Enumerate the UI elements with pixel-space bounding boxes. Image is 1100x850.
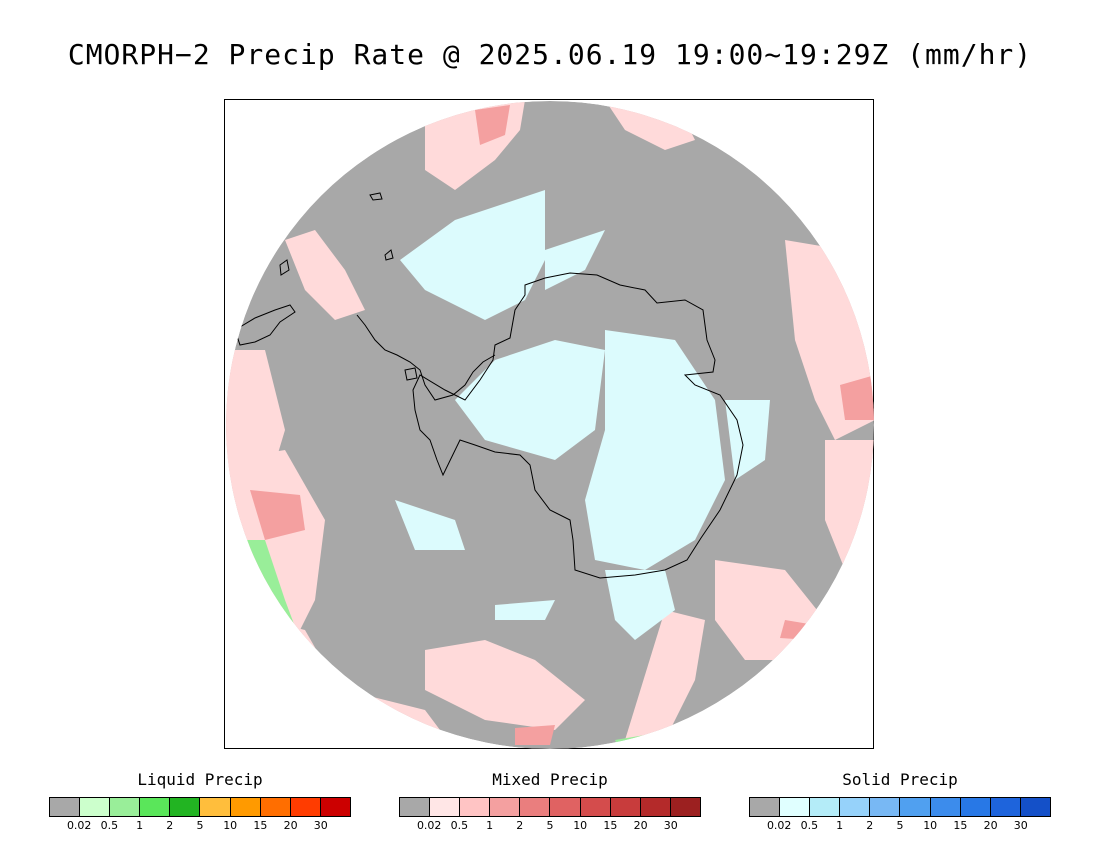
legend-swatch bbox=[520, 798, 551, 816]
legend-tick-label: 0.02 bbox=[416, 819, 442, 832]
legend-swatch bbox=[550, 798, 581, 816]
solid-region-east-coast bbox=[725, 400, 770, 480]
legend-swatch bbox=[780, 798, 811, 816]
legend-swatch bbox=[170, 798, 201, 816]
legend-swatch bbox=[870, 798, 901, 816]
mixed-precip-legend-title: Mixed Precip bbox=[492, 770, 608, 789]
solid-precip-colorbar bbox=[749, 797, 1051, 817]
legend-tick-label: 0.5 bbox=[450, 819, 469, 832]
liquid-precip-legend-title: Liquid Precip bbox=[137, 770, 263, 789]
liquid-precip-legend: Liquid Precip 0.02 0.5 1 2 5 10 15 20 30 bbox=[49, 770, 351, 833]
legend-tick-label: 20 bbox=[983, 819, 998, 832]
legend-swatch bbox=[230, 798, 261, 816]
legend-tick-label: 2 bbox=[166, 819, 174, 832]
mixed-precip-ticks: 0.02 0.5 1 2 5 10 15 20 30 bbox=[399, 819, 701, 833]
legend-tick-label: 10 bbox=[923, 819, 938, 832]
legend-tick-label: 1 bbox=[136, 819, 144, 832]
legend-tick-label: 30 bbox=[313, 819, 328, 832]
solid-region-southwest bbox=[395, 500, 465, 550]
antarctic-peninsula-coastline bbox=[356, 314, 496, 401]
map-frame bbox=[224, 99, 874, 749]
legend-swatch bbox=[580, 798, 611, 816]
legend-tick-label: 1 bbox=[486, 819, 494, 832]
mixed-region-south-band bbox=[625, 610, 705, 740]
antarctica-coastline bbox=[412, 272, 744, 579]
legend-tick-label: 20 bbox=[633, 819, 648, 832]
legend-swatch bbox=[810, 798, 841, 816]
solid-region-south-tongue bbox=[605, 570, 675, 640]
legend-swatch bbox=[80, 798, 111, 816]
map-disk bbox=[226, 101, 874, 749]
legend-swatch bbox=[200, 798, 231, 816]
island-coastlines bbox=[279, 192, 418, 381]
solid-precip-regions bbox=[395, 190, 770, 640]
legend-tick-label: 10 bbox=[223, 819, 238, 832]
legend-swatch bbox=[640, 798, 671, 816]
map-title: CMORPH−2 Precip Rate @ 2025.06.19 19:00~… bbox=[67, 38, 1033, 71]
legend-tick-label: 1 bbox=[836, 819, 844, 832]
south-america-coastline bbox=[234, 304, 296, 346]
solid-precip-legend: Solid Precip 0.02 0.5 1 2 5 10 15 20 30 bbox=[749, 770, 1051, 833]
legend-tick-label: 0.5 bbox=[100, 819, 119, 832]
legend-swatch bbox=[110, 798, 141, 816]
legend-tick-label: 15 bbox=[603, 819, 618, 832]
legend-tick-label: 15 bbox=[953, 819, 968, 832]
legend-swatch bbox=[400, 798, 431, 816]
legend-tick-label: 2 bbox=[516, 819, 524, 832]
polar-map bbox=[226, 101, 874, 749]
legend-swatch bbox=[260, 798, 291, 816]
legend-swatch bbox=[750, 798, 781, 816]
legend-tick-label: 10 bbox=[573, 819, 588, 832]
mixed-med-west bbox=[250, 490, 305, 540]
legend-tick-label: 0.5 bbox=[800, 819, 819, 832]
legend-swatch bbox=[490, 798, 521, 816]
legend-tick-label: 0.02 bbox=[766, 819, 792, 832]
mixed-region-west-upper bbox=[285, 230, 365, 320]
legend-swatch bbox=[1020, 798, 1050, 816]
solid-precip-ticks: 0.02 0.5 1 2 5 10 15 20 30 bbox=[749, 819, 1051, 833]
mixed-med-northwest bbox=[475, 105, 510, 145]
legend-swatch bbox=[50, 798, 81, 816]
legend-swatch bbox=[900, 798, 931, 816]
mixed-med-south bbox=[780, 620, 815, 640]
legend-swatch bbox=[140, 798, 171, 816]
legend-swatch bbox=[990, 798, 1021, 816]
mixed-precip-colorbar bbox=[399, 797, 701, 817]
mixed-region-south bbox=[425, 640, 585, 730]
legend-tick-label: 0.02 bbox=[66, 819, 92, 832]
legend-tick-label: 5 bbox=[896, 819, 904, 832]
solid-region-bottom bbox=[495, 600, 555, 620]
legend-tick-label: 2 bbox=[866, 819, 874, 832]
mixed-precip-legend: Mixed Precip 0.02 0.5 1 2 5 10 15 20 30 bbox=[399, 770, 701, 833]
legend-tick-label: 20 bbox=[283, 819, 298, 832]
legend-swatch bbox=[670, 798, 700, 816]
legend-swatch bbox=[960, 798, 991, 816]
mixed-med-bottom bbox=[515, 725, 555, 745]
mixed-region-west bbox=[226, 350, 285, 480]
legend-swatch bbox=[290, 798, 321, 816]
legend-swatch bbox=[460, 798, 491, 816]
legend-tick-label: 5 bbox=[546, 819, 554, 832]
legend-tick-label: 30 bbox=[663, 819, 678, 832]
liquid-precip-colorbar bbox=[49, 797, 351, 817]
legend-tick-label: 30 bbox=[1013, 819, 1028, 832]
solid-precip-legend-title: Solid Precip bbox=[842, 770, 958, 789]
legend-swatch bbox=[320, 798, 350, 816]
solid-region-north bbox=[400, 190, 545, 320]
legend-tick-label: 5 bbox=[196, 819, 204, 832]
solid-region-antarctica-east bbox=[585, 330, 725, 570]
legend-swatch bbox=[610, 798, 641, 816]
liquid-precip-ticks: 0.02 0.5 1 2 5 10 15 20 30 bbox=[49, 819, 351, 833]
solid-region-antarctica-west bbox=[455, 340, 605, 460]
legend-swatch bbox=[840, 798, 871, 816]
legend-swatch bbox=[930, 798, 961, 816]
legend-swatch bbox=[430, 798, 461, 816]
legend-tick-label: 15 bbox=[253, 819, 268, 832]
mixed-med-east bbox=[840, 375, 874, 420]
